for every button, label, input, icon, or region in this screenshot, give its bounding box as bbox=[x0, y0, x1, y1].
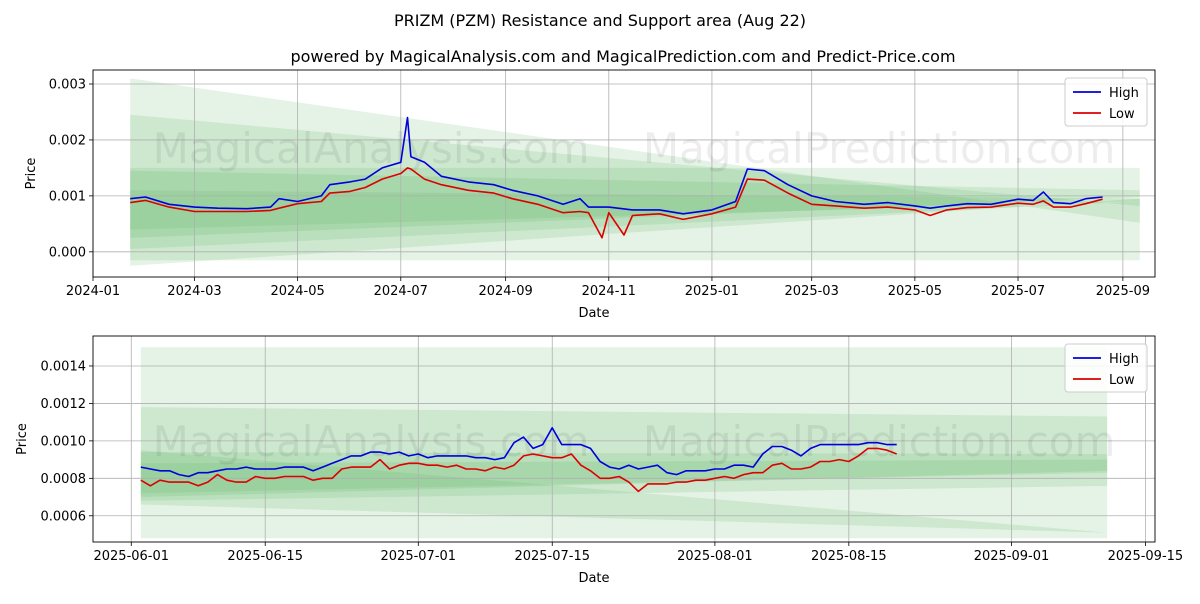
axes-frame bbox=[92, 335, 1156, 543]
band-2 bbox=[140, 450, 1108, 533]
watermark: MagicalAnalysis.com MagicalPrediction.co… bbox=[153, 124, 1116, 173]
y-tick-label-4: 0.0014 bbox=[41, 359, 87, 374]
bottom-panel: 2025-06-01 2025-06-15 2025-07-01 2025-07-15… bbox=[15, 335, 1184, 586]
x-tick-label-7: 2025-09-15 bbox=[1108, 549, 1184, 564]
x-tick-label-5: 2025-08-15 bbox=[811, 549, 887, 564]
x-tick-label-10: 2025-09 bbox=[1096, 284, 1150, 299]
band-2 bbox=[130, 167, 1140, 261]
series-low-line bbox=[140, 447, 897, 493]
band-4 bbox=[140, 459, 1108, 494]
x-tick-label-4: 2025-08-01 bbox=[677, 549, 753, 564]
x-tick-label-3: 2025-07-15 bbox=[514, 549, 590, 564]
axes-frame bbox=[92, 69, 1156, 278]
x-tick-label-5: 2024-11 bbox=[582, 284, 636, 299]
legend-label-high: High bbox=[1109, 86, 1139, 101]
x-tick-label-1: 2024-03 bbox=[167, 284, 221, 299]
top-panel: 2024-01 2024-03 2024-05 2024-07 2024-09 2024-… bbox=[24, 69, 1156, 321]
x-tick-label-2: 2025-07-01 bbox=[381, 549, 457, 564]
x-tick-label-6: 2025-01 bbox=[685, 284, 739, 299]
y-tick-label-0: 0.000 bbox=[49, 245, 86, 260]
series-high-line bbox=[130, 116, 1103, 215]
legend-label-high: High bbox=[1109, 352, 1139, 367]
y-tick-label-3: 0.003 bbox=[49, 77, 86, 92]
band-0 bbox=[130, 78, 1140, 266]
watermark: MagicalAnalysis.com MagicalPrediction.co… bbox=[153, 417, 1116, 466]
x-tick-label-0: 2025-06-01 bbox=[93, 549, 169, 564]
legend-box bbox=[1064, 343, 1148, 393]
grid bbox=[92, 70, 1155, 277]
band-3 bbox=[130, 170, 1140, 238]
x-tick-label-6: 2025-09-01 bbox=[974, 549, 1050, 564]
band-1 bbox=[130, 114, 1140, 250]
y-tick-label-2: 0.002 bbox=[49, 133, 86, 148]
y-tick-label-3: 0.0012 bbox=[41, 397, 87, 412]
x-tick-label-9: 2025-07 bbox=[991, 284, 1045, 299]
x-tick-label-0: 2024-01 bbox=[66, 284, 120, 299]
x-axis-label: Date bbox=[578, 571, 609, 586]
support-resistance-bands bbox=[140, 347, 1108, 539]
legend: High Low bbox=[1064, 343, 1148, 393]
series-low-line bbox=[130, 167, 1103, 239]
y-axis-label: Price bbox=[24, 158, 39, 190]
x-axis-label: Date bbox=[578, 306, 609, 321]
chart-subtitle: powered by MagicalAnalysis.com and Magic… bbox=[290, 47, 955, 66]
series-lines bbox=[140, 426, 897, 493]
y-tick-label-1: 0.001 bbox=[49, 189, 86, 204]
legend-label-low: Low bbox=[1109, 107, 1135, 122]
series-lines bbox=[130, 116, 1103, 239]
band-1 bbox=[140, 407, 1108, 501]
y-tick-label-0: 0.0006 bbox=[41, 509, 87, 524]
x-tick-label-3: 2024-07 bbox=[374, 284, 428, 299]
y-tick-label-2: 0.0010 bbox=[41, 434, 87, 449]
series-high-line bbox=[140, 426, 897, 478]
band-3 bbox=[140, 452, 1108, 498]
y-tick-label-1: 0.0008 bbox=[41, 472, 87, 487]
x-tick-label-2: 2024-05 bbox=[270, 284, 324, 299]
legend: High Low bbox=[1064, 77, 1148, 127]
x-tick-label-4: 2024-09 bbox=[478, 284, 532, 299]
legend-label-low: Low bbox=[1109, 373, 1135, 388]
legend-box bbox=[1064, 77, 1148, 127]
band-0 bbox=[140, 347, 1108, 539]
x-tick-label-7: 2025-03 bbox=[785, 284, 839, 299]
x-tick-label-1: 2025-06-15 bbox=[227, 549, 303, 564]
x-tick-label-8: 2025-05 bbox=[888, 284, 942, 299]
chart-title: PRIZM (PZM) Resistance and Support area … bbox=[394, 11, 806, 30]
y-axis-label: Price bbox=[15, 423, 30, 455]
ticks: 2024-01 2024-03 2024-05 2024-07 2024-09 2024-… bbox=[49, 77, 1150, 299]
ticks: 2025-06-01 2025-06-15 2025-07-01 2025-07-15… bbox=[41, 359, 1184, 564]
